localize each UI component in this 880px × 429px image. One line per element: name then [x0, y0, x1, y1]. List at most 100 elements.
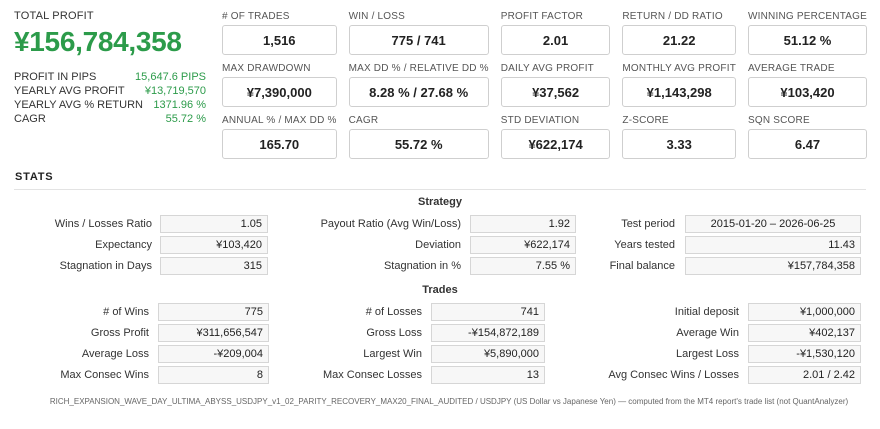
- metric-label: MONTHLY AVG PROFIT: [622, 63, 737, 74]
- stat-value: 1.05: [160, 215, 268, 233]
- summary-item-value: 1371.96 %: [153, 99, 206, 111]
- total-profit-label: TOTAL PROFIT: [14, 10, 94, 22]
- metric-label: PROFIT FACTOR: [500, 11, 584, 22]
- metric-value: 21.22: [622, 25, 737, 55]
- stat-label: Largest Win: [363, 348, 422, 360]
- stat-label: Stagnation in %: [383, 260, 461, 272]
- summary-item: YEARLY AVG PROFIT ¥13,719,570: [14, 84, 206, 98]
- stat-label: # of Losses: [365, 306, 422, 318]
- metric-value: 2.01: [500, 25, 611, 55]
- stat-value: ¥402,137: [748, 324, 861, 342]
- metric-card: WINNING PERCENTAGE 51.12 %: [748, 11, 867, 55]
- stat-label: Years tested: [614, 239, 675, 251]
- stat-value: 775: [158, 303, 269, 321]
- stat-value: -¥209,004: [158, 345, 269, 363]
- stat-value: ¥1,000,000: [748, 303, 861, 321]
- metric-label: ANNUAL % / MAX DD %: [222, 115, 337, 126]
- stat-label: Initial deposit: [674, 306, 739, 318]
- summary-item-label: CAGR: [14, 113, 46, 125]
- metric-label: SQN SCORE: [748, 115, 810, 126]
- stat-label: Gross Loss: [366, 327, 422, 339]
- stat-value: ¥5,890,000: [431, 345, 545, 363]
- stat-label: Average Loss: [81, 348, 149, 360]
- metric-value: 775 / 741: [348, 25, 489, 55]
- metric-card: RETURN / DD RATIO 21.22: [622, 11, 737, 55]
- summary-item: YEARLY AVG % RETURN 1371.96 %: [14, 98, 206, 112]
- summary-item-value: 55.72 %: [165, 113, 206, 125]
- summary-item-value: ¥13,719,570: [144, 85, 206, 97]
- summary-item-label: YEARLY AVG PROFIT: [14, 85, 125, 97]
- footer-note: RICH_EXPANSION_WAVE_DAY_ULTIMA_ABYSS_USD…: [49, 397, 849, 406]
- stat-label: Largest Loss: [676, 348, 739, 360]
- stat-value: 2015-01-20 – 2026-06-25: [685, 215, 861, 233]
- metric-label: WIN / LOSS: [348, 11, 406, 22]
- metric-value: 1,516: [222, 25, 337, 55]
- metric-card: WIN / LOSS 775 / 741: [348, 11, 489, 55]
- stat-value: 8: [158, 366, 269, 384]
- stat-value: ¥103,420: [160, 236, 268, 254]
- stat-label: Average Win: [676, 327, 739, 339]
- metric-card: SQN SCORE 6.47: [748, 115, 867, 159]
- summary-list: PROFIT IN PIPS 15,647.6 PIPS YEARLY AVG …: [14, 70, 206, 126]
- metric-card: Z-SCORE 3.33: [622, 115, 737, 159]
- metric-value: 8.28 % / 27.68 %: [348, 77, 489, 107]
- stat-label: # of Wins: [103, 306, 149, 318]
- metric-card: CAGR 55.72 %: [348, 115, 489, 159]
- metric-label: AVERAGE TRADE: [748, 63, 835, 74]
- stat-label: Test period: [621, 218, 675, 230]
- stat-value: -¥154,872,189: [431, 324, 545, 342]
- metric-cards: # OF TRADES 1,516 WIN / LOSS 775 / 741 PRO…: [222, 11, 867, 159]
- stat-value: -¥1,530,120: [748, 345, 861, 363]
- metric-label: STD DEVIATION: [500, 115, 580, 126]
- summary-panel: TOTAL PROFIT ¥156,784,358 PROFIT IN PIPS…: [14, 10, 206, 126]
- strategy-heading: Strategy: [417, 196, 463, 208]
- metric-value: 3.33: [622, 129, 737, 159]
- metric-label: MAX DD % / RELATIVE DD %: [348, 63, 489, 74]
- metric-label: DAILY AVG PROFIT: [500, 63, 594, 74]
- total-profit-value: ¥156,784,358: [14, 26, 182, 57]
- metric-value: ¥37,562: [500, 77, 611, 107]
- stat-value: 2.01 / 2.42: [748, 366, 861, 384]
- metric-value: 51.12 %: [748, 25, 867, 55]
- stat-value: 741: [431, 303, 545, 321]
- stat-value: 11.43: [685, 236, 861, 254]
- metric-card: ANNUAL % / MAX DD % 165.70: [222, 115, 337, 159]
- stat-value: 7.55 %: [470, 257, 576, 275]
- stat-value: ¥311,656,547: [158, 324, 269, 342]
- stat-label: Avg Consec Wins / Losses: [608, 369, 739, 381]
- metric-value: 6.47: [748, 129, 867, 159]
- metric-label: # OF TRADES: [222, 11, 290, 22]
- metric-label: RETURN / DD RATIO: [622, 11, 723, 22]
- stats-heading: STATS: [15, 171, 54, 183]
- stat-value: 315: [160, 257, 268, 275]
- summary-item-value: 15,647.6 PIPS: [135, 71, 206, 83]
- stat-label: Payout Ratio (Avg Win/Loss): [320, 218, 461, 230]
- metric-card: AVERAGE TRADE ¥103,420: [748, 63, 867, 107]
- stat-value: 1.92: [470, 215, 576, 233]
- stat-label: Stagnation in Days: [59, 260, 152, 272]
- summary-item: PROFIT IN PIPS 15,647.6 PIPS: [14, 70, 206, 84]
- stat-value: ¥157,784,358: [685, 257, 861, 275]
- summary-item: CAGR 55.72 %: [14, 112, 206, 126]
- metric-value: 165.70: [222, 129, 337, 159]
- metric-value: ¥7,390,000: [222, 77, 337, 107]
- metric-label: CAGR: [348, 115, 379, 126]
- stat-label: Final balance: [609, 260, 675, 272]
- stat-value: ¥622,174: [470, 236, 576, 254]
- metric-label: WINNING PERCENTAGE: [748, 11, 867, 22]
- stat-label: Deviation: [415, 239, 461, 251]
- metric-card: PROFIT FACTOR 2.01: [500, 11, 611, 55]
- metric-value: ¥622,174: [500, 129, 611, 159]
- stat-label: Max Consec Wins: [60, 369, 149, 381]
- metric-card: MAX DD % / RELATIVE DD % 8.28 % / 27.68 %: [348, 63, 489, 107]
- metric-card: MAX DRAWDOWN ¥7,390,000: [222, 63, 337, 107]
- stat-label: Gross Profit: [90, 327, 149, 339]
- metric-card: # OF TRADES 1,516: [222, 11, 337, 55]
- metric-label: MAX DRAWDOWN: [222, 63, 311, 74]
- summary-item-label: YEARLY AVG % RETURN: [14, 99, 143, 111]
- metric-value: ¥103,420: [748, 77, 867, 107]
- metric-label: Z-SCORE: [622, 115, 669, 126]
- stat-label: Wins / Losses Ratio: [54, 218, 152, 230]
- stat-value: 13: [431, 366, 545, 384]
- trades-heading: Trades: [422, 284, 458, 296]
